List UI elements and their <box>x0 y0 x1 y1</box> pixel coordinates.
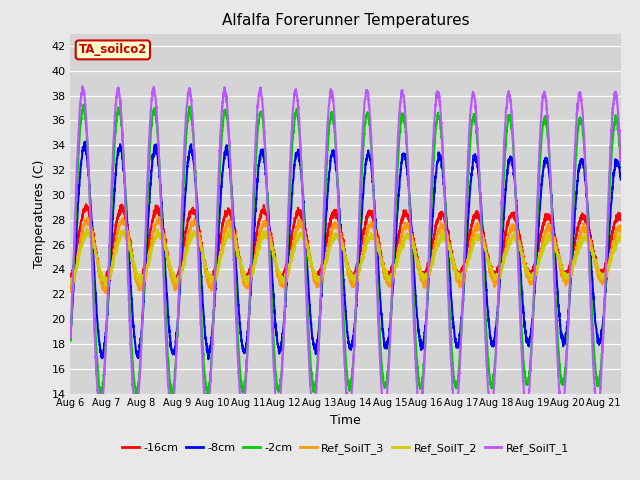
-2cm <box>163 321 170 326</box>
Ref_SoilT_2 <box>67 277 74 283</box>
Line: Ref_SoilT_3: Ref_SoilT_3 <box>70 217 621 293</box>
-2cm <box>97 394 104 399</box>
-8cm <box>547 192 555 197</box>
-8cm <box>82 139 90 144</box>
Ref_SoilT_3 <box>129 264 137 270</box>
-8cm <box>162 278 170 284</box>
Ref_SoilT_1 <box>168 413 176 419</box>
Ref_SoilT_2 <box>547 236 555 241</box>
-16cm <box>130 261 138 267</box>
-8cm <box>67 328 74 334</box>
-2cm <box>617 162 625 168</box>
Ref_SoilT_3 <box>155 214 163 220</box>
-16cm <box>82 201 90 207</box>
Ref_SoilT_3 <box>607 253 614 259</box>
-2cm <box>130 372 138 378</box>
Ref_SoilT_2 <box>129 260 137 266</box>
Ref_SoilT_1 <box>302 279 310 285</box>
Ref_SoilT_2 <box>226 225 234 231</box>
X-axis label: Time: Time <box>330 414 361 427</box>
Ref_SoilT_2 <box>617 236 625 241</box>
Ref_SoilT_2 <box>278 273 285 279</box>
-16cm <box>607 237 614 243</box>
Ref_SoilT_1 <box>129 391 137 396</box>
Ref_SoilT_1 <box>79 84 86 89</box>
Ref_SoilT_3 <box>163 246 170 252</box>
-16cm <box>617 216 625 221</box>
-2cm <box>278 364 285 370</box>
Ref_SoilT_3 <box>278 282 285 288</box>
Ref_SoilT_1 <box>162 339 170 345</box>
Line: -8cm: -8cm <box>70 142 621 359</box>
Ref_SoilT_2 <box>607 260 614 265</box>
-8cm <box>278 344 285 349</box>
-8cm <box>129 324 137 330</box>
-2cm <box>67 336 74 342</box>
Line: Ref_SoilT_1: Ref_SoilT_1 <box>70 86 621 416</box>
-8cm <box>617 177 625 182</box>
Title: Alfalfa Forerunner Temperatures: Alfalfa Forerunner Temperatures <box>222 13 469 28</box>
-8cm <box>205 356 212 362</box>
-16cm <box>100 283 108 288</box>
Ref_SoilT_3 <box>617 225 625 231</box>
Y-axis label: Temperatures (C): Temperatures (C) <box>33 159 45 268</box>
-8cm <box>607 215 614 220</box>
Legend: -16cm, -8cm, -2cm, Ref_SoilT_3, Ref_SoilT_2, Ref_SoilT_1: -16cm, -8cm, -2cm, Ref_SoilT_3, Ref_Soil… <box>118 439 573 458</box>
Ref_SoilT_3 <box>302 235 310 241</box>
Ref_SoilT_1 <box>547 193 555 199</box>
Ref_SoilT_1 <box>617 159 625 165</box>
-2cm <box>79 102 87 108</box>
Ref_SoilT_2 <box>102 283 110 288</box>
Ref_SoilT_3 <box>547 231 555 237</box>
-16cm <box>278 275 285 280</box>
Line: -2cm: -2cm <box>70 105 621 396</box>
-16cm <box>163 246 170 252</box>
-8cm <box>302 239 310 244</box>
Ref_SoilT_3 <box>67 283 74 289</box>
Line: -16cm: -16cm <box>70 204 621 286</box>
Text: TA_soilco2: TA_soilco2 <box>79 43 147 56</box>
-16cm <box>67 273 74 279</box>
-16cm <box>302 227 310 233</box>
Ref_SoilT_2 <box>302 240 310 246</box>
-2cm <box>607 176 614 182</box>
-2cm <box>302 254 310 260</box>
Ref_SoilT_1 <box>607 146 614 152</box>
-2cm <box>547 186 555 192</box>
Ref_SoilT_3 <box>102 290 110 296</box>
-16cm <box>547 217 555 223</box>
Ref_SoilT_2 <box>162 244 170 250</box>
Ref_SoilT_1 <box>67 335 74 340</box>
Ref_SoilT_1 <box>278 370 285 375</box>
Line: Ref_SoilT_2: Ref_SoilT_2 <box>70 228 621 286</box>
